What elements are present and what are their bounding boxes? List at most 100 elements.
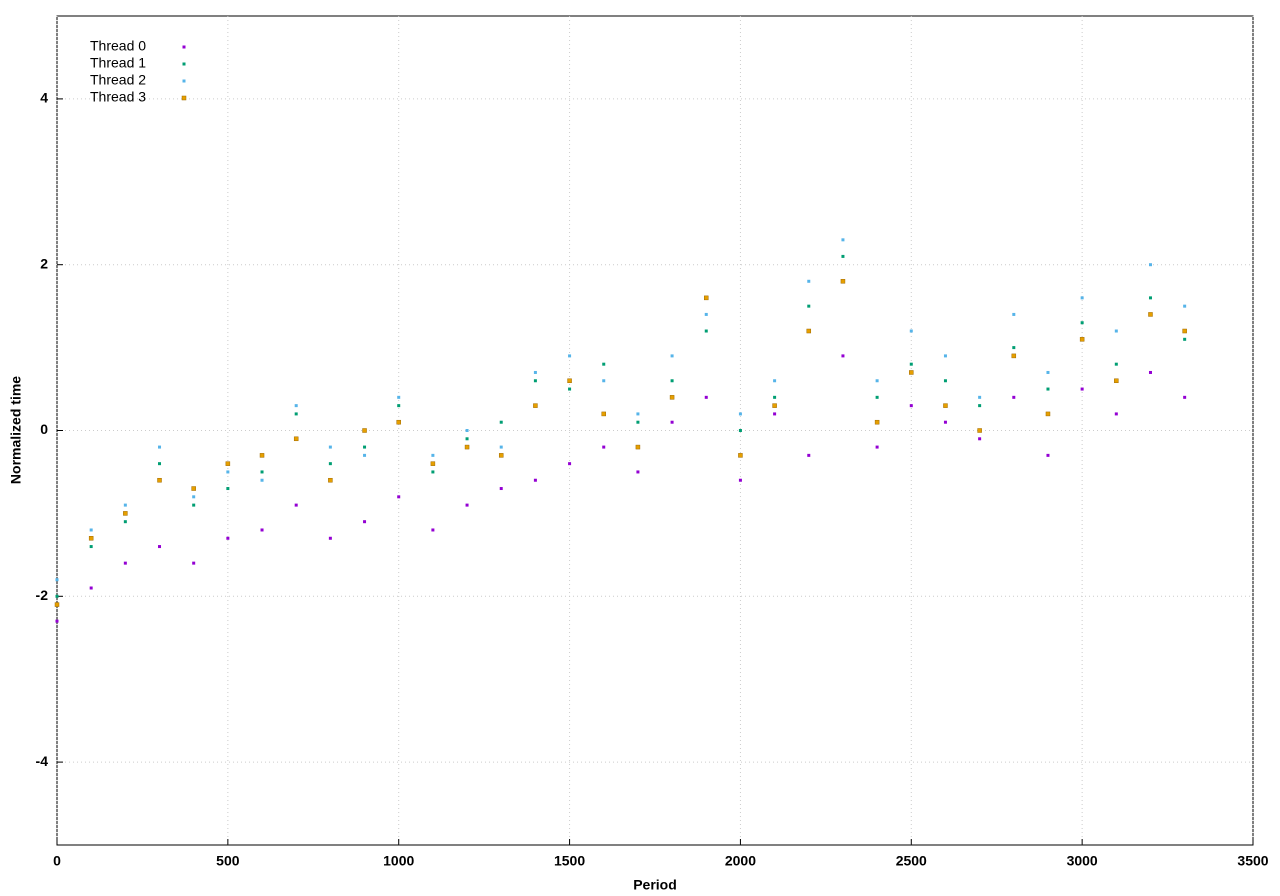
point <box>1182 328 1187 334</box>
point <box>498 453 504 458</box>
point <box>1045 411 1051 417</box>
legend-label: Thread 0 <box>90 38 146 54</box>
point <box>328 445 332 449</box>
point <box>294 404 298 408</box>
point <box>123 503 127 507</box>
point <box>909 404 913 408</box>
y-axis-label: Normalized time <box>8 376 24 484</box>
point <box>875 395 879 399</box>
point <box>396 419 401 425</box>
point <box>1114 378 1119 384</box>
point <box>259 453 265 458</box>
point <box>874 419 880 425</box>
point <box>601 411 606 417</box>
point <box>431 453 435 457</box>
point <box>909 362 913 366</box>
point <box>397 495 401 499</box>
point <box>875 379 879 383</box>
point <box>1012 312 1016 316</box>
point <box>1114 362 1118 366</box>
legend-label: Thread 2 <box>90 72 146 88</box>
point <box>841 354 845 358</box>
point <box>1046 387 1050 391</box>
point <box>636 412 640 416</box>
point <box>192 503 196 507</box>
point <box>328 477 333 483</box>
legend-label: Thread 3 <box>90 89 146 105</box>
point <box>225 461 231 466</box>
point <box>704 395 708 399</box>
point <box>840 279 846 284</box>
point <box>704 329 708 333</box>
point <box>568 387 572 391</box>
point <box>636 470 640 474</box>
x-tick-label: 0 <box>53 853 61 869</box>
point <box>568 462 572 466</box>
y-tick-label: -4 <box>36 753 49 769</box>
point <box>465 429 469 432</box>
point <box>1114 329 1118 333</box>
point <box>260 470 264 474</box>
point <box>669 395 675 400</box>
point <box>670 420 674 424</box>
point <box>294 412 298 416</box>
point <box>943 403 948 408</box>
point <box>978 395 982 399</box>
point <box>465 503 469 507</box>
point <box>431 470 435 474</box>
point <box>328 462 332 466</box>
point <box>841 238 845 242</box>
point <box>260 528 264 532</box>
point <box>807 279 811 283</box>
point <box>567 378 572 384</box>
point <box>158 445 162 449</box>
point <box>602 379 606 383</box>
point <box>123 511 128 516</box>
point <box>1183 395 1187 399</box>
point <box>978 404 982 408</box>
point <box>1046 453 1050 457</box>
point <box>192 561 196 565</box>
y-tick-label: 2 <box>40 255 48 271</box>
y-tick-label: 0 <box>40 421 48 437</box>
point <box>533 403 538 408</box>
legend-marker <box>181 95 187 101</box>
point <box>363 445 367 449</box>
x-tick-label: 2500 <box>896 853 927 869</box>
point <box>192 495 196 499</box>
point <box>158 462 162 466</box>
point <box>1080 321 1084 325</box>
point <box>1012 395 1016 399</box>
point <box>55 594 59 598</box>
point <box>670 379 674 383</box>
point <box>978 437 982 441</box>
x-tick-label: 1000 <box>383 853 414 869</box>
point <box>1079 337 1085 342</box>
point <box>397 395 401 399</box>
point <box>465 437 469 441</box>
point <box>602 362 606 366</box>
point <box>55 619 59 623</box>
legend-marker <box>182 45 186 49</box>
point <box>464 444 470 450</box>
x-tick-label: 2000 <box>725 853 756 869</box>
point <box>158 545 162 549</box>
point <box>806 328 812 334</box>
point <box>670 354 674 358</box>
point <box>841 254 845 258</box>
point <box>226 536 230 540</box>
y-tick-label: 4 <box>40 90 48 106</box>
legend-label: Thread 1 <box>90 55 146 71</box>
x-tick-label: 1500 <box>554 853 585 869</box>
point <box>1148 296 1152 300</box>
point <box>602 445 606 449</box>
point <box>55 578 59 582</box>
point <box>499 420 503 424</box>
point <box>635 444 641 450</box>
point <box>1183 304 1187 308</box>
point <box>704 312 708 316</box>
point <box>1046 370 1050 374</box>
x-tick-label: 500 <box>216 853 240 869</box>
point <box>533 370 537 374</box>
